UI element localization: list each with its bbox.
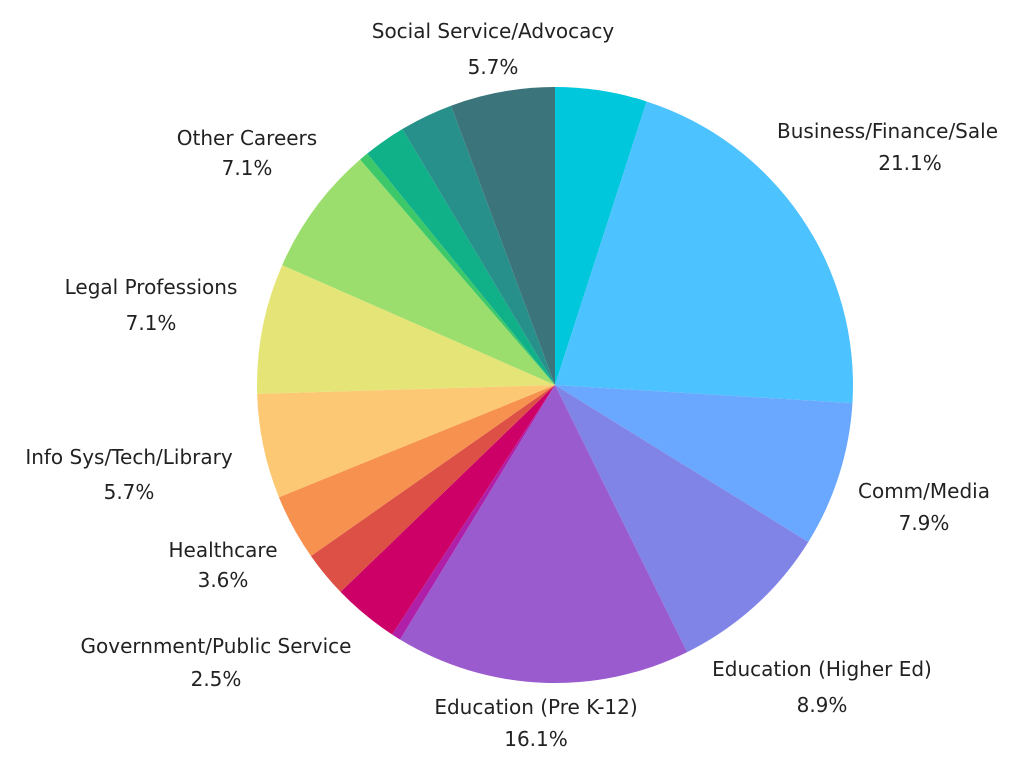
slice-unlabeled-14 [402,105,555,385]
label-business-finance-sales: Business/Finance/Sale [777,119,998,143]
label-government-public-service: Government/Public Service [81,634,352,658]
slice-unlabeled-0 [555,87,647,385]
slice-unlabeled-8 [278,385,555,556]
pct-business-finance-sales: 21.1% [878,151,942,175]
slice-comm-media [555,385,853,542]
slice-education-higher-ed [555,385,809,653]
pct-comm-media: 7.9% [899,511,950,535]
pct-other-careers: 7.1% [222,156,273,180]
slice-government-public-service [340,385,555,635]
label-other-careers: Other Careers [177,126,317,150]
pct-education-higher-ed: 8.9% [797,693,848,717]
slice-unlabeled-13 [367,129,555,385]
slice-social-service-advocacy [451,87,555,385]
label-education-pre-k12: Education (Pre K-12) [434,695,637,719]
slice-legal-professions [256,265,555,394]
pct-info-sys-tech-library: 5.7% [104,480,155,504]
label-healthcare: Healthcare [168,538,277,562]
label-education-higher-ed: Education (Higher Ed) [712,657,932,681]
pct-education-pre-k12: 16.1% [504,727,568,751]
pie-slices [256,87,854,684]
pct-healthcare: 3.6% [198,568,249,592]
slice-other-careers [282,159,555,385]
slice-unlabeled-12 [360,153,555,385]
slice-business-finance-sale [555,101,854,404]
slice-info-sys-tech-library [257,385,555,498]
pct-social-service-advocacy: 5.7% [468,55,519,79]
label-comm-media: Comm/Media [858,479,990,503]
label-social-service-advocacy: Social Service/Advocacy [372,19,615,43]
slice-education-pre-k-12 [399,385,688,684]
label-info-sys-tech-library: Info Sys/Tech/Library [25,445,233,469]
pct-legal-professions: 7.1% [126,311,177,335]
slice-healthcare [310,385,555,592]
slice-unlabeled-5 [392,385,555,640]
label-legal-professions: Legal Professions [65,275,238,299]
pct-government-public-service: 2.5% [191,667,242,691]
